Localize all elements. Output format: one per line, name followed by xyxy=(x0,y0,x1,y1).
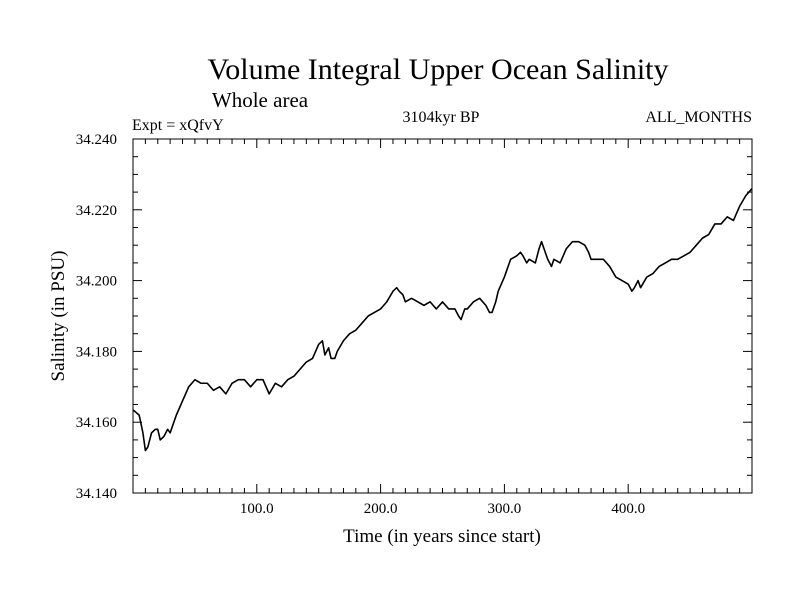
chart-subtitle: Whole area xyxy=(212,88,309,112)
y-tick-label: 34.140 xyxy=(76,486,117,502)
y-tick-label: 34.220 xyxy=(76,203,117,219)
experiment-label: Expt = xQfvY xyxy=(132,117,224,134)
axis-ticks xyxy=(133,139,752,493)
y-tick-label: 34.240 xyxy=(76,132,117,148)
months-label: ALL_MONTHS xyxy=(645,109,752,126)
x-axis-label: Time (in years since start) xyxy=(343,526,541,547)
period-label: 3104kyr BP xyxy=(403,109,480,126)
x-tick-label: 200.0 xyxy=(364,501,398,517)
plot-frame xyxy=(132,138,753,494)
y-axis-label: Salinity (in PSU) xyxy=(48,251,69,382)
x-tick-label: 100.0 xyxy=(240,501,274,517)
series-line xyxy=(132,188,753,452)
chart-title: Volume Integral Upper Ocean Salinity xyxy=(208,53,669,86)
y-tick-label: 34.200 xyxy=(76,274,117,290)
x-tick-label: 400.0 xyxy=(611,501,645,517)
x-tick-labels: 100.0 200.0 300.0 400.0 xyxy=(240,501,645,517)
y-tick-labels: 34.140 34.160 34.180 34.200 34.220 34.240 xyxy=(76,132,117,502)
y-tick-label: 34.180 xyxy=(76,344,117,360)
y-tick-label: 34.160 xyxy=(76,415,117,431)
x-tick-label: 300.0 xyxy=(488,501,522,517)
